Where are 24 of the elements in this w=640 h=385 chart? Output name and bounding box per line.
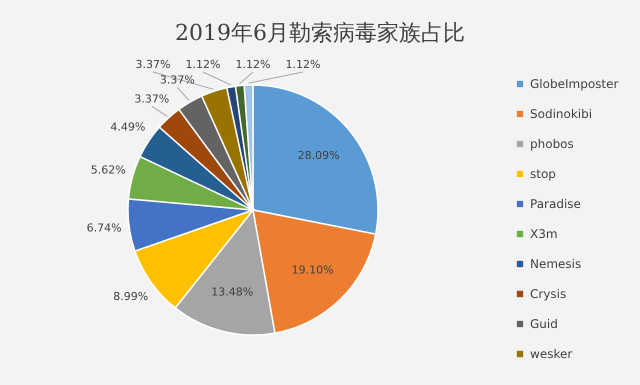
- legend-label: X3m: [530, 227, 558, 241]
- data-label: 6.74%: [86, 221, 122, 234]
- legend-label: Sodinokibi: [530, 107, 592, 121]
- data-label: 4.49%: [110, 120, 146, 134]
- legend-label: Paradise: [530, 197, 581, 211]
- legend-label: wesker: [530, 347, 572, 361]
- data-label: 1.12%: [236, 58, 270, 71]
- data-label: 1.12%: [286, 58, 320, 71]
- legend-label: Crysis: [530, 287, 566, 301]
- data-label: 19.10%: [292, 264, 334, 277]
- data-label: 8.99%: [113, 290, 148, 303]
- data-label: 3.37%: [134, 92, 170, 106]
- chart-title: 2019年6月勒索病毒家族占比: [175, 21, 465, 46]
- legend-label: Nemesis: [530, 257, 582, 271]
- legend-label: Guid: [530, 317, 558, 331]
- legend-label: phobos: [530, 137, 574, 151]
- legend-label: GlobeImposter: [530, 77, 618, 91]
- data-label: 3.37%: [136, 58, 170, 71]
- legend-label: stop: [530, 167, 556, 181]
- data-label: 5.62%: [90, 164, 126, 177]
- data-label: 3.37%: [160, 73, 195, 86]
- data-label: 28.09%: [298, 149, 340, 162]
- data-label: 13.48%: [211, 285, 254, 298]
- data-label: 1.12%: [186, 58, 220, 71]
